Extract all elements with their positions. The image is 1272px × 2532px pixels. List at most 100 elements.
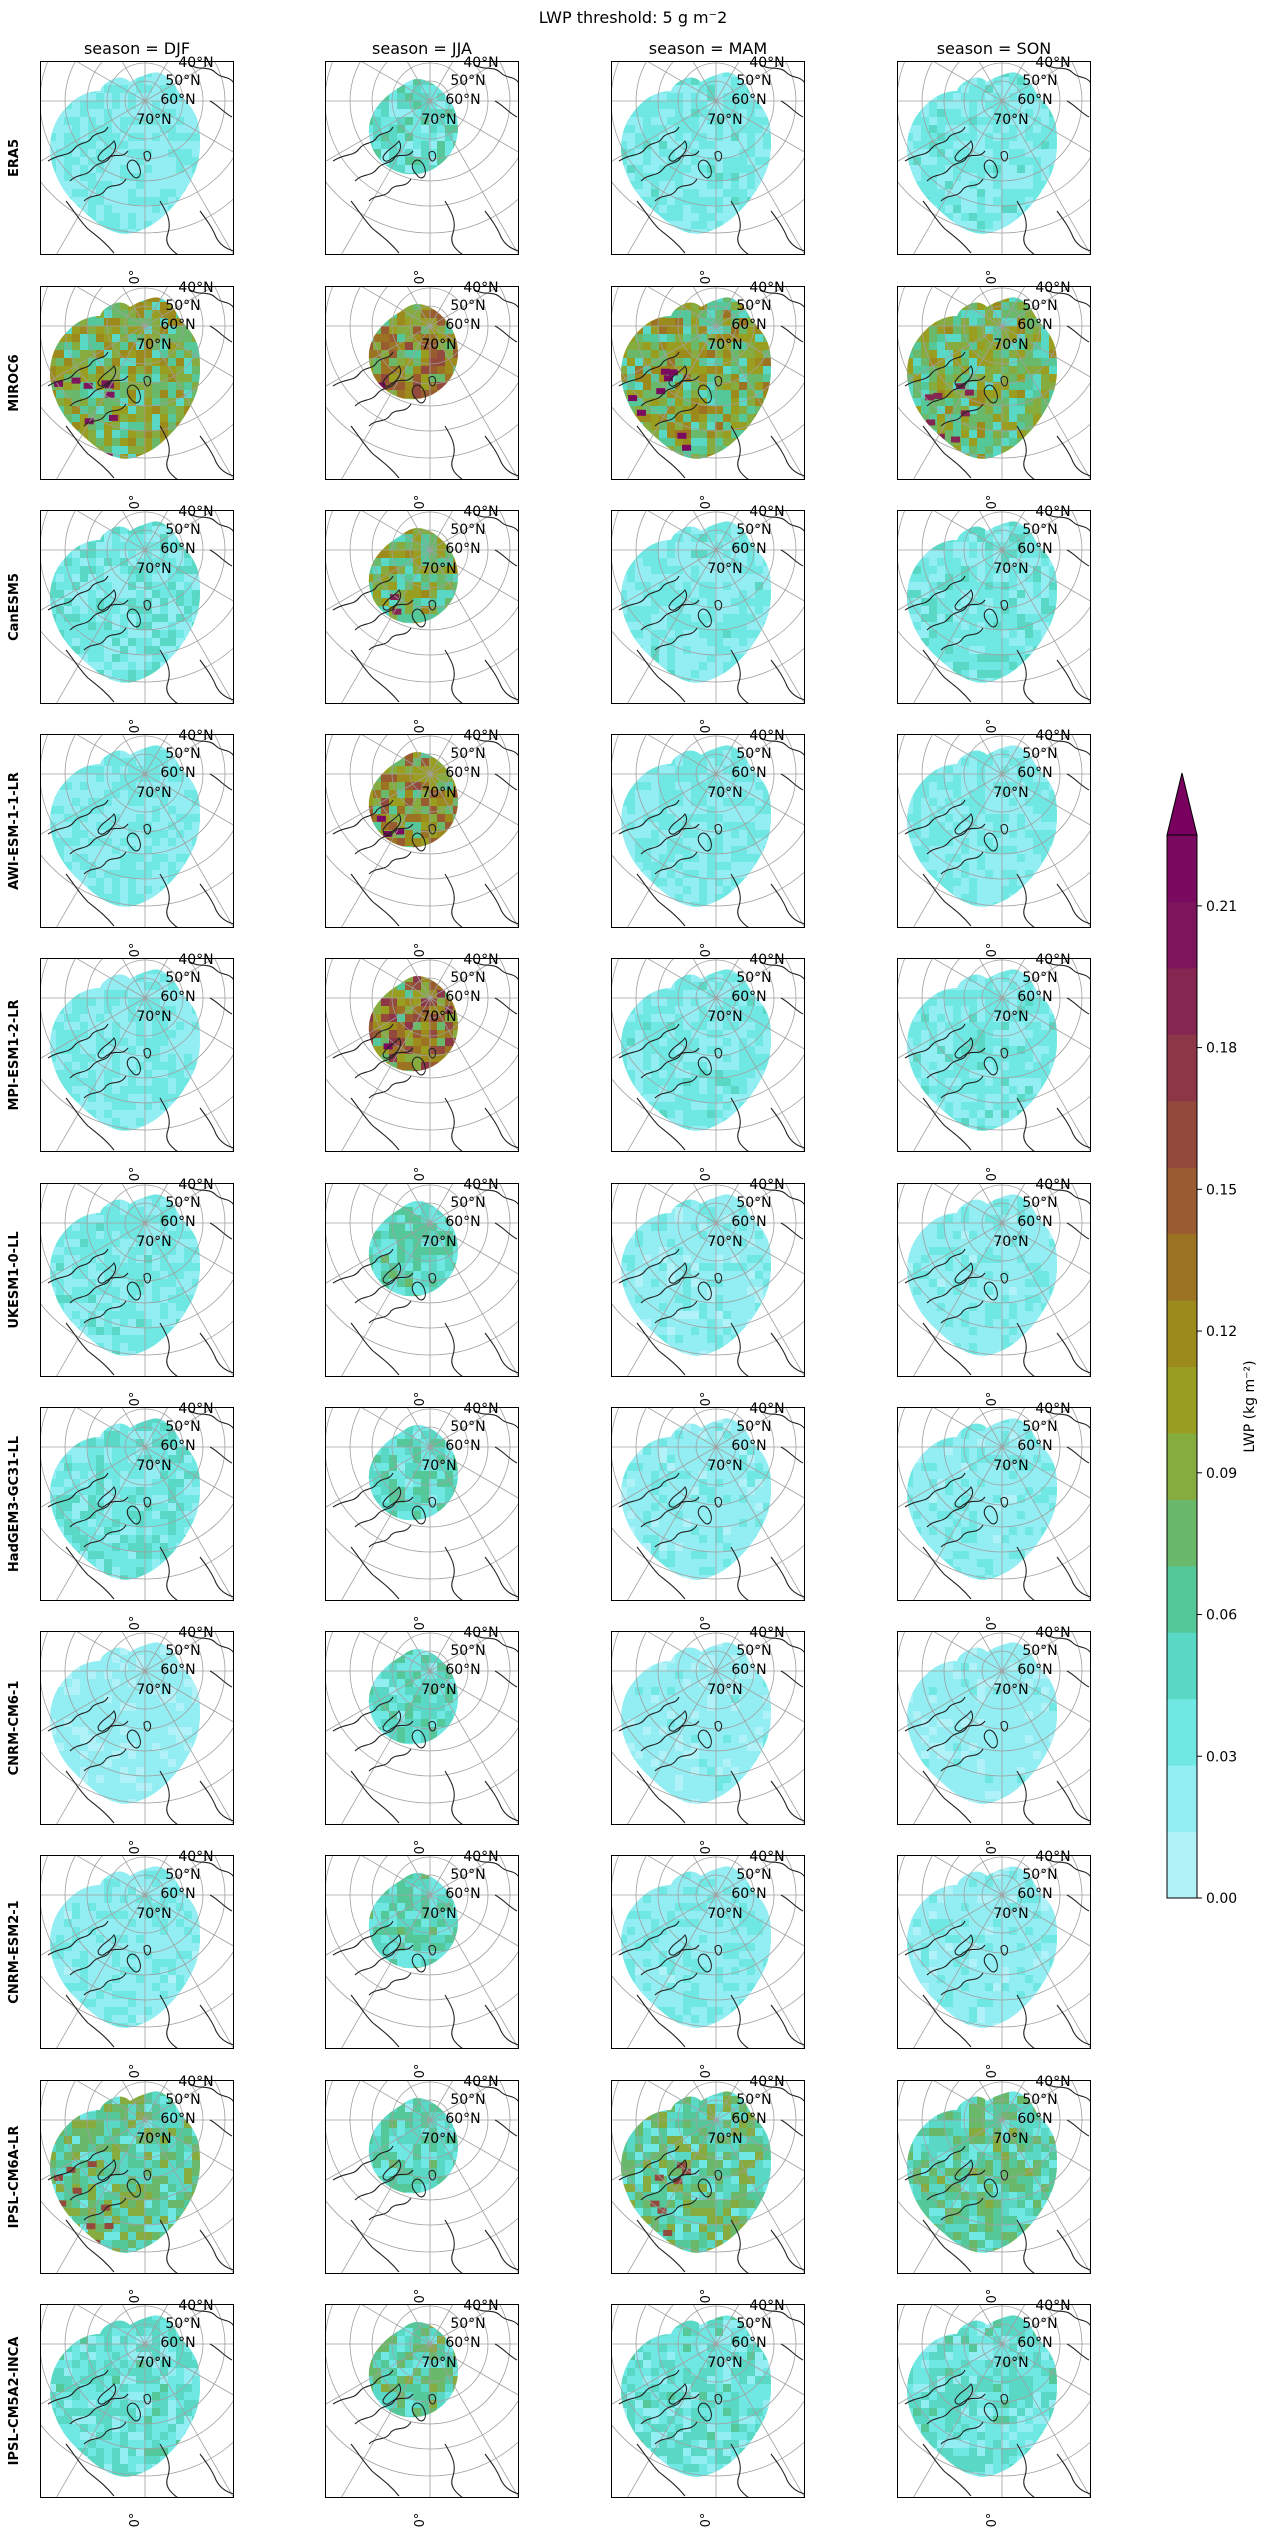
longitude-label: 0° <box>699 1840 714 1855</box>
latitude-label: 60°N <box>1017 1214 1052 1230</box>
coastlines <box>332 513 519 704</box>
graticule <box>897 1855 1091 2049</box>
latitude-label: 50°N <box>1022 970 1057 986</box>
latitude-label: 40°N <box>463 1177 498 1193</box>
longitude-label: 0° <box>128 2064 143 2079</box>
coastlines <box>47 513 234 704</box>
latitude-label: 60°N <box>731 92 766 108</box>
latitude-label: 40°N <box>749 504 784 520</box>
coastlines <box>332 64 519 255</box>
latitude-label: 40°N <box>178 1625 213 1641</box>
colorbar-level <box>1167 1698 1197 1766</box>
map-panel: 40°N 50°N 60°N 70°N 0° <box>325 2074 519 2303</box>
latitude-label: 50°N <box>1022 2316 1057 2332</box>
map-panel: 40°N 50°N 60°N 70°N 0° <box>611 504 805 734</box>
coastlines <box>618 1410 805 1601</box>
graticule <box>325 1855 519 2049</box>
map-panel: 40°N 50°N 60°N 70°N 0° <box>897 280 1091 509</box>
map-panel: 40°N 50°N 60°N 70°N 0° <box>40 1849 234 2079</box>
coastlines <box>904 1186 1091 1377</box>
coastlines <box>904 1634 1091 1825</box>
latitude-label: 70°N <box>136 1234 171 1250</box>
graticule <box>40 1631 234 1825</box>
longitude-label: 0° <box>413 943 428 958</box>
latitude-label: 70°N <box>707 1458 742 1474</box>
latitude-label: 70°N <box>421 561 456 577</box>
latitude-label: 50°N <box>1022 1867 1057 1883</box>
coastlines <box>47 2083 234 2274</box>
colorbar-level <box>1167 901 1197 969</box>
colorbar: 0.00 0.03 0.06 0.09 0.12 0.15 0.18 0.21 LWP (kg … <box>1166 772 1258 1907</box>
colorbar-frame <box>1166 835 1198 1899</box>
panel-frame <box>325 286 519 480</box>
map-panel: 40°N 50°N 60°N 70°N 0° <box>40 952 234 1181</box>
latitude-label: 60°N <box>445 765 480 781</box>
graticule <box>40 286 234 480</box>
longitude-label: 0° <box>128 2513 143 2528</box>
graticule <box>611 958 805 1152</box>
panel-frame <box>611 61 805 255</box>
coastlines <box>47 961 234 1152</box>
latitude-label: 70°N <box>136 1906 171 1922</box>
colorbar-tick-label: 0.15 <box>1206 1182 1237 1198</box>
latitude-label: 40°N <box>178 280 213 296</box>
latitude-label: 70°N <box>421 1009 456 1025</box>
latitude-label: 60°N <box>1017 541 1052 557</box>
row-label: MPI-ESM1-2-LR <box>7 999 22 1110</box>
row-label: IPSL-CM6A-LR <box>7 2126 22 2229</box>
latitude-label: 60°N <box>1017 989 1052 1005</box>
latitude-label: 70°N <box>136 1009 171 1025</box>
latitude-label: 70°N <box>421 1234 456 1250</box>
graticule <box>897 510 1091 704</box>
row-label: HadGEM3-GC31-LL <box>7 1436 22 1572</box>
panel-frame <box>897 2080 1091 2274</box>
latitude-label: 70°N <box>707 112 742 128</box>
latitude-label: 40°N <box>178 1177 213 1193</box>
panel-frame <box>40 2080 234 2274</box>
latitude-label: 40°N <box>178 55 213 71</box>
latitude-label: 40°N <box>749 728 784 744</box>
latitude-label: 70°N <box>707 1234 742 1250</box>
latitude-label: 60°N <box>445 2111 480 2127</box>
latitude-label: 40°N <box>178 2298 213 2314</box>
colorbar-level <box>1167 1831 1197 1899</box>
longitude-label: 0° <box>985 2289 1000 2304</box>
latitude-label: 60°N <box>160 989 195 1005</box>
latitude-label: 50°N <box>736 1643 771 1659</box>
coastlines <box>618 289 805 480</box>
latitude-label: 70°N <box>993 2131 1028 2147</box>
graticule <box>611 2080 805 2274</box>
coastlines <box>904 1858 1091 2049</box>
longitude-label: 0° <box>128 1840 143 1855</box>
latitude-label: 60°N <box>445 1662 480 1678</box>
latitude-label: 40°N <box>749 2298 784 2314</box>
graticule <box>40 2304 234 2498</box>
graticule <box>325 286 519 480</box>
latitude-label: 60°N <box>731 1886 766 1902</box>
latitude-label: 60°N <box>731 2111 766 2127</box>
coastlines <box>332 961 519 1152</box>
latitude-label: 50°N <box>450 1643 485 1659</box>
row-label: AWI-ESM-1-1-LR <box>7 772 22 890</box>
latitude-label: 40°N <box>1035 280 1070 296</box>
latitude-label: 60°N <box>445 317 480 333</box>
longitude-label: 0° <box>699 270 714 285</box>
map-panel: 40°N 50°N 60°N 70°N 0° <box>611 280 805 509</box>
colorbar-tick-label: 0.06 <box>1206 1608 1237 1624</box>
graticule <box>40 1183 234 1377</box>
longitude-label: 0° <box>985 270 1000 285</box>
latitude-label: 40°N <box>749 952 784 968</box>
map-panel: 40°N 50°N 60°N 70°N 0° <box>897 952 1091 1181</box>
latitude-label: 40°N <box>463 1401 498 1417</box>
map-panel: 40°N 50°N 60°N 70°N 0° <box>325 2298 519 2527</box>
latitude-label: 50°N <box>736 1419 771 1435</box>
latitude-label: 60°N <box>445 541 480 557</box>
panel-frame <box>325 61 519 255</box>
latitude-label: 50°N <box>165 73 200 89</box>
colorbar-tick-label: 0.12 <box>1206 1324 1237 1340</box>
graticule <box>611 1183 805 1377</box>
colorbar-level <box>1167 1432 1197 1500</box>
graticule <box>897 958 1091 1152</box>
map-panel: 40°N 50°N 60°N 70°N 0° <box>611 1625 805 1855</box>
longitude-label: 0° <box>699 719 714 734</box>
